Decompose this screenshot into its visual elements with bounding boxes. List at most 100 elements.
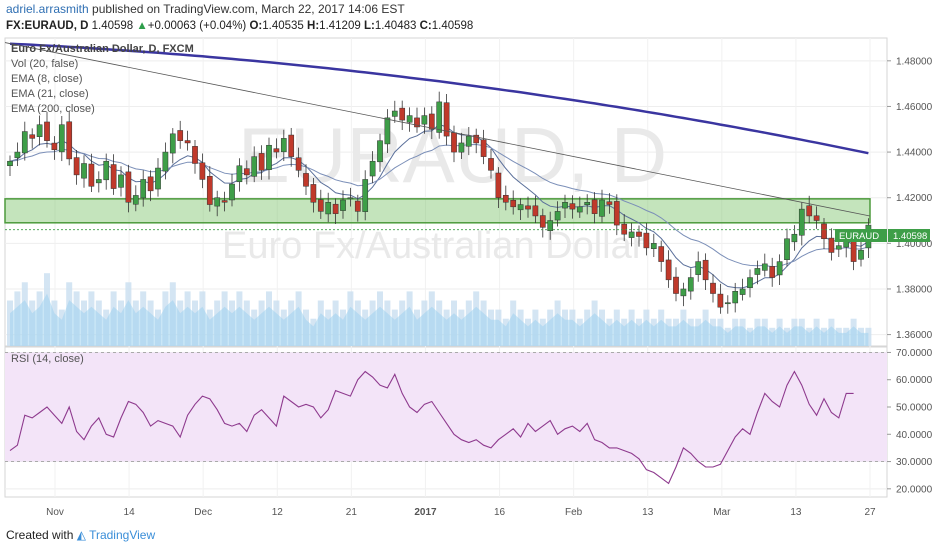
candle-down xyxy=(532,205,539,217)
candle-up xyxy=(155,167,161,190)
candle-down xyxy=(451,132,457,153)
candle-up xyxy=(695,261,702,275)
candle-up xyxy=(21,131,28,154)
candle-down xyxy=(44,121,50,141)
rsi-tick-label: 30.0000 xyxy=(896,457,932,468)
candle-down xyxy=(184,140,191,144)
up-arrow-icon: ▲ xyxy=(136,20,148,32)
legend-vol[interactable]: Vol (20, false) xyxy=(11,58,79,70)
price-change: +0.00063 (+0.04%) xyxy=(147,20,247,32)
candle-up xyxy=(162,151,169,172)
tradingview-link[interactable]: TradingView xyxy=(89,528,156,542)
candle-up xyxy=(458,142,465,153)
candle-down xyxy=(813,215,820,221)
watermark-symbol: EURAUD, D xyxy=(238,111,667,199)
candle-up xyxy=(58,124,65,153)
candle-down xyxy=(473,134,480,144)
support-zone[interactable] xyxy=(4,198,871,224)
high-value: 1.41209 xyxy=(319,20,361,32)
volume-ma-area xyxy=(10,293,869,346)
trendline[interactable] xyxy=(4,42,887,231)
candle-up xyxy=(7,160,13,167)
candle-down xyxy=(273,148,280,153)
candle-down xyxy=(414,117,420,128)
price-tick-label: 1.40000 xyxy=(896,239,932,250)
candle-down xyxy=(310,184,317,203)
candle-up xyxy=(406,115,413,123)
rsi-series xyxy=(5,351,887,485)
candle-down xyxy=(73,157,80,176)
close-label: C: xyxy=(419,20,432,32)
candle-down xyxy=(399,107,406,121)
candle-up xyxy=(650,243,657,249)
rsi-tick-label: 60.0000 xyxy=(896,375,932,386)
candle-down xyxy=(295,157,302,171)
trendline-line xyxy=(4,42,871,217)
price-tag-symbol: EURAUD xyxy=(839,231,879,242)
candle-up xyxy=(132,195,139,205)
candle-down xyxy=(702,259,709,281)
candle-up xyxy=(384,117,391,145)
candle-up xyxy=(784,238,790,260)
candle-down xyxy=(495,172,502,198)
price-axis: 1.48000 1.46000 1.44000 1.42000 1.40000 1.380… xyxy=(887,56,932,341)
candle-down xyxy=(29,134,36,139)
legend-ema8[interactable]: EMA (8, close) xyxy=(11,73,83,85)
open-value: 1.40535 xyxy=(262,20,304,32)
candle-up xyxy=(747,277,753,289)
candle-down xyxy=(125,171,132,203)
candle-up xyxy=(280,138,287,153)
candle-up xyxy=(858,249,864,260)
candle-down xyxy=(51,142,58,151)
high-label: H: xyxy=(307,20,320,32)
candle-down xyxy=(443,102,450,137)
candle-down xyxy=(428,113,435,130)
time-tick-label: 13 xyxy=(642,507,654,518)
candle-down xyxy=(243,168,250,176)
legend-ema21[interactable]: EMA (21, close) xyxy=(11,88,89,100)
candle-down xyxy=(177,130,184,141)
candle-down xyxy=(354,200,361,212)
candle-up xyxy=(599,199,605,217)
time-tick-label: 16 xyxy=(494,507,506,518)
candle-down xyxy=(710,282,716,294)
price-tag-value-box xyxy=(888,229,930,242)
low-value: 1.40483 xyxy=(374,20,417,32)
rsi-tick-label: 20.0000 xyxy=(896,484,932,495)
close-value: 1.40598 xyxy=(431,20,474,32)
candle-up xyxy=(584,202,591,206)
price-tick-label: 1.46000 xyxy=(896,102,932,113)
candle-up xyxy=(776,261,783,276)
price-tag: EURAUD 1.40598 xyxy=(835,229,930,242)
candle-down xyxy=(510,199,517,208)
volume-bars xyxy=(7,273,872,346)
ohlc-line: FX:EURAUD, D 1.40598 ▲+0.00063 (+0.04%) … xyxy=(6,20,473,32)
tradingview-logo-icon[interactable]: ◭ xyxy=(76,528,86,542)
candle-up xyxy=(251,156,258,177)
time-tick-label: 12 xyxy=(272,507,284,518)
watermark-name: Euro Fx/Australian Dollar xyxy=(222,225,645,267)
candle-up xyxy=(236,165,243,183)
candle-up xyxy=(554,211,561,221)
candle-down xyxy=(206,175,213,205)
candle-up xyxy=(325,202,332,215)
publish-line: adriel.arrasmith published on TradingVie… xyxy=(6,2,405,16)
candle-up xyxy=(103,160,110,181)
candle-up xyxy=(687,277,694,292)
legend-rsi[interactable]: RSI (14, close) xyxy=(11,353,84,365)
candle-down xyxy=(621,223,628,235)
legend-ema200[interactable]: EMA (200, close) xyxy=(11,103,95,115)
candle-down xyxy=(480,139,487,157)
candle-down xyxy=(658,246,665,262)
author-link[interactable]: adriel.arrasmith xyxy=(6,2,89,16)
candle-up xyxy=(340,199,346,211)
candle-down xyxy=(828,237,835,253)
publish-info: published on TradingView.com, March 22, … xyxy=(92,2,405,16)
rsi-tick-label: 40.0000 xyxy=(896,430,932,441)
candle-down xyxy=(591,199,598,214)
rsi-line xyxy=(9,370,854,485)
candle-up xyxy=(14,151,21,159)
candle-down xyxy=(488,158,494,171)
open-label: O: xyxy=(249,20,263,32)
